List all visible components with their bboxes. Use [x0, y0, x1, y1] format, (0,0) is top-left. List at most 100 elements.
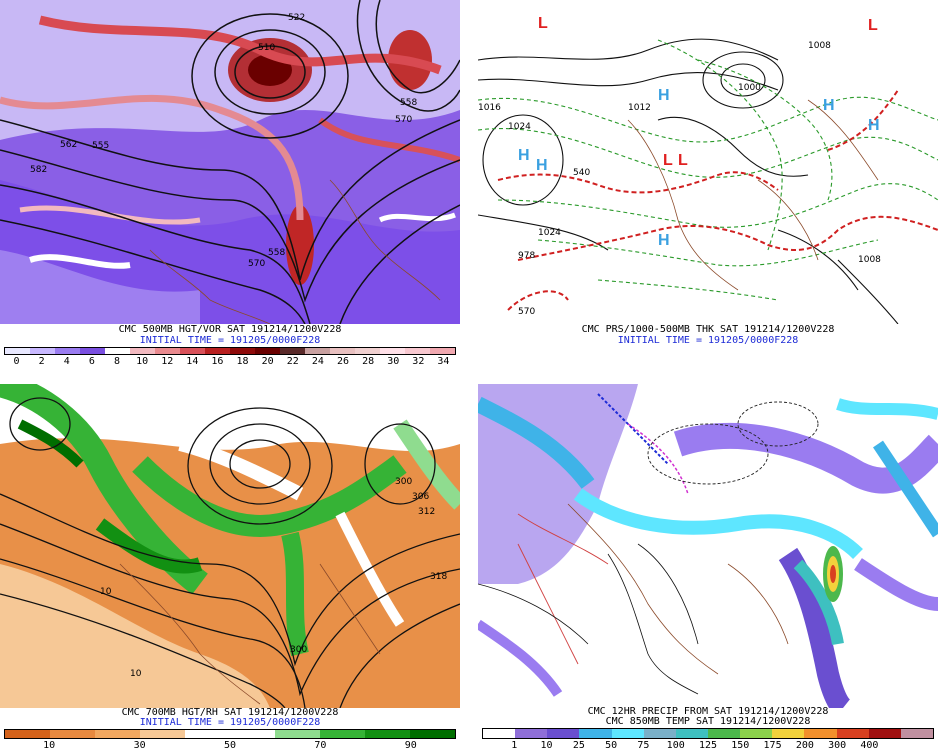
- contour-label: 978: [518, 251, 535, 261]
- colorbar-swatch: [275, 730, 320, 738]
- colorbar-tick-label: 22: [286, 356, 299, 367]
- colorbar: [4, 729, 456, 739]
- contour-label: 1024: [538, 228, 561, 238]
- contour-label: 582: [30, 165, 47, 175]
- contour-label: 1008: [808, 41, 831, 51]
- colorbar-ticks: 1 10 25 50 75 100 125 150 175 200 300 400: [482, 740, 934, 752]
- contour-label: 10: [100, 587, 112, 597]
- colorbar-tick-label: 4: [63, 356, 70, 367]
- panel-subtitle: INITIAL TIME = 191205/0000F228: [617, 335, 799, 346]
- low-pressure-marker: L: [868, 17, 878, 34]
- colorbar-tick-label: 175: [763, 740, 782, 751]
- contour-label: 10: [130, 669, 142, 679]
- colorbar-swatch: [330, 348, 355, 354]
- contour-label: 306: [412, 492, 429, 502]
- colorbar-ticks: 10 30 50 70 90: [4, 740, 456, 752]
- colorbar: [4, 347, 456, 355]
- colorbar-tick-label: 14: [186, 356, 199, 367]
- contour-label: 300: [395, 477, 412, 487]
- colorbar-swatch: [55, 348, 80, 354]
- colorbar-swatch: [772, 729, 805, 738]
- colorbar-swatch: [205, 348, 230, 354]
- colorbar-tick-label: 10: [540, 740, 553, 751]
- vorticity-panel: 522 510 570 558 555 562 570 558 582 CMC …: [0, 0, 460, 367]
- colorbar-tick-label: 30: [387, 356, 400, 367]
- colorbar-swatch: [80, 348, 105, 354]
- colorbar-swatch: [675, 729, 708, 738]
- colorbar-tick-label: 50: [223, 740, 237, 751]
- high-pressure-marker: H: [658, 87, 670, 104]
- contour-label: 570: [395, 115, 412, 125]
- low-pressure-marker: L: [538, 15, 548, 32]
- contour-label: 1024: [508, 122, 531, 132]
- colorbar-tick-label: 34: [437, 356, 450, 367]
- colorbar-tick-label: 2: [38, 356, 45, 367]
- colorbar-tick-label: 12: [161, 356, 174, 367]
- colorbar-swatch: [410, 730, 455, 738]
- colorbar-tick-label: 6: [88, 356, 95, 367]
- low-pressure-marker: L: [663, 152, 673, 169]
- colorbar-tick-label: 50: [605, 740, 618, 751]
- colorbar-swatch: [230, 348, 255, 354]
- colorbar-tick-label: 16: [211, 356, 224, 367]
- rh-map: 300 306 312 318 300 10 10: [0, 384, 460, 708]
- contour-label: 562: [60, 140, 77, 150]
- colorbar-tick-label: 30: [133, 740, 146, 751]
- contour-label: 1008: [858, 255, 881, 265]
- panel-title: CMC 700MB HGT/RH SAT 191214/1200V228: [121, 707, 339, 718]
- contour-label: 1012: [628, 103, 651, 113]
- colorbar-swatch: [255, 348, 280, 354]
- precip-map: [478, 384, 938, 708]
- colorbar-swatch: [155, 348, 180, 354]
- panel-subtitle: INITIAL TIME = 191205/0000F228: [139, 717, 321, 728]
- colorbar-swatch: [804, 729, 837, 738]
- contour-label: 318: [430, 572, 447, 582]
- colorbar-tick-label: 300: [828, 740, 847, 751]
- high-pressure-marker: H: [868, 117, 880, 134]
- low-pressure-marker: L: [678, 152, 688, 169]
- colorbar-swatch: [405, 348, 430, 354]
- high-pressure-marker: H: [823, 97, 835, 114]
- colorbar: [482, 728, 934, 739]
- colorbar-swatch: [30, 348, 55, 354]
- colorbar-swatch: [707, 729, 741, 738]
- colorbar-swatch: [305, 348, 330, 354]
- pressure-map: H H H H H H L L L L 1024 1024 1016 1008 …: [478, 0, 938, 324]
- colorbar-swatch: [5, 730, 50, 738]
- precipitation-panel: CMC 12HR PRECIP FROM SAT 191214/1200V228…: [478, 384, 938, 752]
- colorbar-swatch: [611, 729, 644, 738]
- colorbar-swatch: [280, 348, 305, 354]
- colorbar-swatch: [430, 348, 455, 354]
- colorbar-tick-label: 70: [314, 740, 327, 751]
- colorbar-tick-label: 24: [311, 356, 324, 367]
- colorbar-swatch: [740, 729, 773, 738]
- contour-label: 540: [573, 168, 590, 178]
- colorbar-swatch: [230, 730, 275, 738]
- contour-label: 300: [290, 645, 307, 655]
- contour-label: 558: [400, 98, 417, 108]
- colorbar-tick-label: 20: [261, 356, 274, 367]
- colorbar-tick-label: 10: [136, 356, 149, 367]
- colorbar-swatch: [380, 348, 405, 354]
- contour-label: 1000: [738, 83, 761, 93]
- colorbar-swatch: [836, 729, 869, 738]
- colorbar-swatch: [900, 729, 933, 738]
- colorbar-swatch: [515, 729, 548, 738]
- panel-subtitle: INITIAL TIME = 191205/0000F228: [139, 335, 321, 346]
- colorbar-tick-label: 400: [860, 740, 879, 751]
- colorbar-swatch: [365, 730, 410, 738]
- panel-subtitle: CMC 850MB TEMP SAT 191214/1200V228: [605, 716, 811, 727]
- colorbar-swatch: [547, 729, 580, 738]
- contour-label: 555: [92, 141, 109, 151]
- contour-label: 522: [288, 13, 305, 23]
- relative-humidity-panel: 300 306 312 318 300 10 10 CMC 700MB HGT/…: [0, 384, 460, 752]
- contour-label: 312: [418, 507, 435, 517]
- colorbar-swatch: [185, 730, 230, 738]
- colorbar-tick-label: 18: [236, 356, 249, 367]
- colorbar-swatch: [355, 348, 380, 354]
- colorbar-swatch: [140, 730, 185, 738]
- colorbar-tick-label: 25: [572, 740, 585, 751]
- colorbar-swatch: [5, 348, 30, 354]
- high-pressure-marker: H: [518, 147, 530, 164]
- colorbar-tick-label: 0: [13, 356, 20, 367]
